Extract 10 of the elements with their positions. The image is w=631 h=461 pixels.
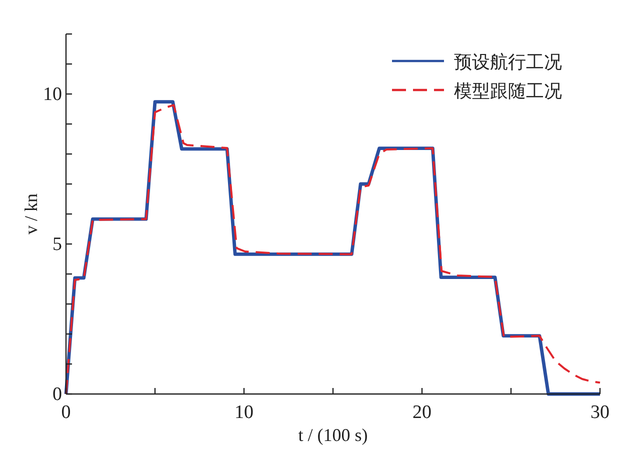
legend-label: 预设航行工况 [454,52,562,73]
x-tick-label: 30 [590,402,610,423]
x-tick-label: 20 [412,402,432,423]
y-tick-label: 0 [52,384,62,405]
x-tick-label: 10 [234,402,254,423]
x-axis-title: t / (100 s) [298,425,368,445]
legend-label: 模型跟随工况 [454,81,562,102]
y-tick-label: 10 [43,84,62,105]
y-tick-label: 5 [52,234,62,255]
y-axis-title: v / kn [21,193,41,235]
